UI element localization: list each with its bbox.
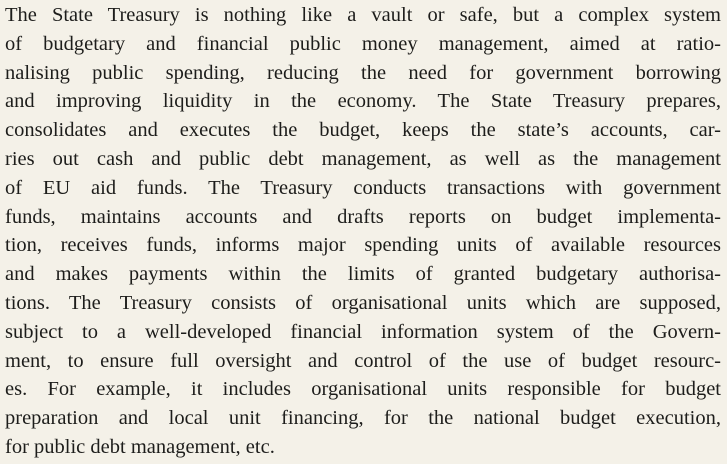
text-line: tions. The Treasury consists of organisa… (5, 291, 721, 314)
text-line: of EU aid funds. The Treasury conducts t… (5, 176, 721, 199)
text-line: nalising public spending, reducing the n… (5, 61, 721, 84)
text-line: preparation and local unit financing, fo… (5, 407, 721, 430)
text-line: and improving liquidity in the economy. … (5, 90, 721, 113)
text-line: es. For example, it includes organisatio… (5, 378, 721, 401)
paragraph: The State Treasury is nothing like a vau… (5, 1, 721, 462)
text-line: tion, receives funds, informs major spen… (5, 234, 721, 257)
text-line: funds, maintains accounts and drafts rep… (5, 205, 721, 228)
text-line: ment, to ensure full oversight and contr… (5, 349, 721, 372)
text-line: and makes payments within the limits of … (5, 263, 721, 286)
text-line: subject to a well-developed financial in… (5, 320, 721, 343)
text-line: ries out cash and public debt management… (5, 147, 721, 170)
text-line: The State Treasury is nothing like a vau… (5, 4, 721, 26)
text-line: consolidates and executes the budget, ke… (5, 119, 721, 142)
text-line: of budgetary and financial public money … (5, 32, 721, 55)
text-line: for public debt management, etc. (5, 435, 275, 458)
